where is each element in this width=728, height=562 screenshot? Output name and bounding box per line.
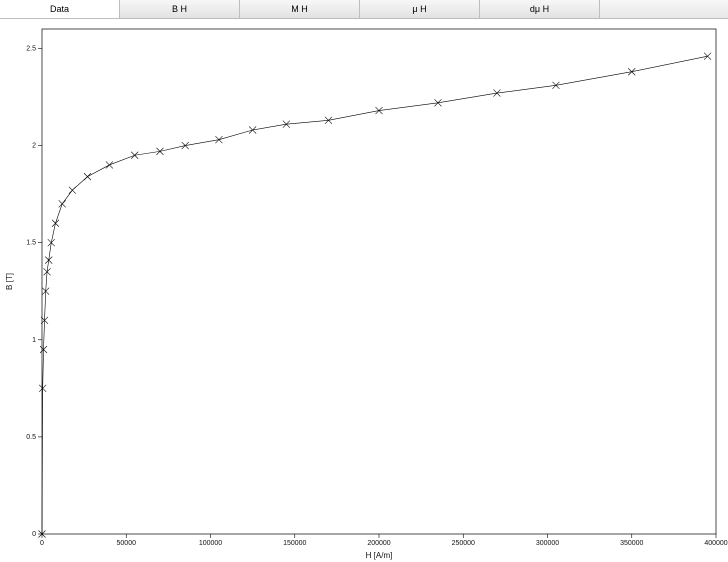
y-tick-label: 0 — [32, 531, 36, 538]
x-tick-label: 100000 — [199, 540, 222, 547]
plot-frame — [42, 29, 716, 534]
chart-area: 0 50000 100000 150000 200000 250000 300000 3500… — [0, 19, 728, 562]
y-tick-label: 2.5 — [26, 45, 36, 52]
tab-data[interactable]: Data — [0, 0, 120, 18]
tab--h[interactable]: μ H — [360, 0, 480, 18]
x-tick-label: 400000 — [704, 540, 727, 547]
tab-m-h[interactable]: M H — [240, 0, 360, 18]
app-window: DataB HM Hμ Hdμ H 0 50000 100000 150000 2000… — [0, 0, 728, 562]
tab-filler — [600, 0, 728, 18]
x-tick-label: 50000 — [117, 540, 137, 547]
tab-d-h[interactable]: dμ H — [480, 0, 600, 18]
y-tick-label: 0.5 — [26, 434, 36, 441]
tab-b-h[interactable]: B H — [120, 0, 240, 18]
x-axis-label: H [A/m] — [366, 551, 393, 560]
y-axis-label: B [T] — [5, 273, 14, 290]
x-tick-label: 0 — [40, 540, 44, 547]
x-tick-label: 150000 — [283, 540, 306, 547]
x-tick-label: 300000 — [536, 540, 559, 547]
x-tick-label: 350000 — [620, 540, 643, 547]
y-tick-label: 1 — [32, 337, 36, 344]
x-tick-label: 200000 — [367, 540, 390, 547]
y-tick-label: 1.5 — [26, 240, 36, 247]
y-tick-label: 2 — [32, 143, 36, 150]
tab-bar: DataB HM Hμ Hdμ H — [0, 0, 728, 19]
x-tick-label: 250000 — [452, 540, 475, 547]
